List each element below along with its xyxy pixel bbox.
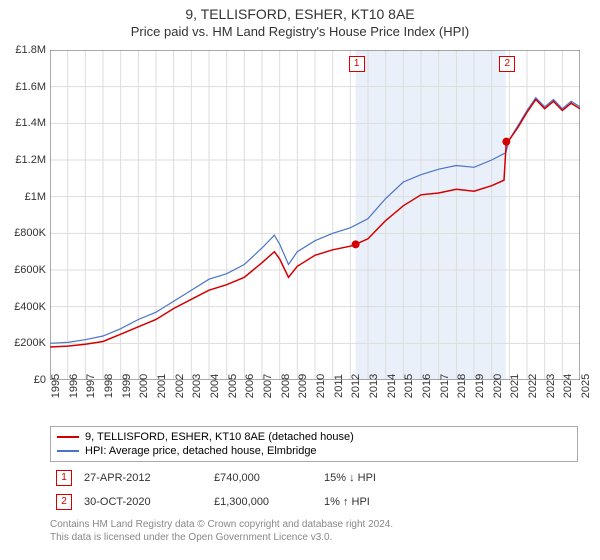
x-tick-label: 2010 [315,374,327,398]
x-tick-label: 2009 [297,374,309,398]
marker-price: £1,300,000 [214,496,324,508]
x-tick-label: 2005 [227,374,239,398]
chart-marker-badge: 2 [499,56,515,72]
x-tick-label: 2000 [138,374,150,398]
legend-item: HPI: Average price, detached house, Elmb… [57,444,571,458]
y-tick-label: £800K [14,227,46,239]
legend-label: HPI: Average price, detached house, Elmb… [85,445,317,457]
chart-container: 9, TELLISFORD, ESHER, KT10 8AE Price pai… [0,0,600,560]
x-tick-label: 2006 [244,374,256,398]
footer-line2: This data is licensed under the Open Gov… [50,531,578,544]
chart-marker-badge: 1 [349,56,365,72]
x-tick-label: 2014 [386,374,398,398]
x-tick-label: 1997 [85,374,97,398]
x-tick-label: 2022 [527,374,539,398]
y-tick-label: £600K [14,264,46,276]
y-tick-label: £1M [25,191,46,203]
x-tick-label: 2020 [492,374,504,398]
x-tick-label: 2013 [368,374,380,398]
x-tick-label: 2007 [262,374,274,398]
x-tick-label: 2025 [580,374,592,398]
x-tick-label: 2008 [280,374,292,398]
y-tick-label: £200K [14,337,46,349]
x-tick-label: 1995 [50,374,62,398]
x-tick-label: 2001 [156,374,168,398]
marker-row: 2 30-OCT-2020£1,300,0001% ↑ HPI [50,490,578,514]
y-tick-label: £1.6M [15,81,46,93]
x-tick-label: 2017 [439,374,451,398]
footer-line1: Contains HM Land Registry data © Crown c… [50,518,578,531]
x-tick-label: 2011 [333,374,345,398]
marker-badge: 2 [56,494,72,510]
y-tick-label: £1.4M [15,117,46,129]
y-tick-label: £400K [14,301,46,313]
legend-swatch [57,450,79,452]
chart-subtitle: Price paid vs. HM Land Registry's House … [0,22,600,39]
x-tick-label: 2023 [545,374,557,398]
y-tick-label: £0 [34,374,46,386]
marker-pct: 1% ↑ HPI [324,496,424,508]
marker-date: 27-APR-2012 [84,472,214,484]
x-tick-label: 2016 [421,374,433,398]
marker-price: £740,000 [214,472,324,484]
chart-area: £0£200K£400K£600K£800K£1M£1.2M£1.4M£1.6M… [50,50,580,380]
y-tick-label: £1.2M [15,154,46,166]
x-tick-label: 1996 [68,374,80,398]
x-tick-label: 2021 [509,374,521,398]
plot-svg [50,50,580,380]
y-tick-label: £1.8M [15,44,46,56]
x-tick-label: 2019 [474,374,486,398]
marker-table: 1 27-APR-2012£740,00015% ↓ HPI 2 30-OCT-202… [50,466,578,514]
x-axis-labels: 1995199619971998199920002001200220032004… [50,382,580,422]
footer: Contains HM Land Registry data © Crown c… [50,518,578,544]
marker-pct: 15% ↓ HPI [324,472,424,484]
x-tick-label: 2015 [403,374,415,398]
x-tick-label: 2002 [174,374,186,398]
x-tick-label: 2024 [562,374,574,398]
x-tick-label: 2003 [191,374,203,398]
legend-label: 9, TELLISFORD, ESHER, KT10 8AE (detached… [85,431,354,443]
x-tick-label: 2018 [456,374,468,398]
marker-row: 1 27-APR-2012£740,00015% ↓ HPI [50,466,578,490]
x-tick-label: 1999 [121,374,133,398]
legend: 9, TELLISFORD, ESHER, KT10 8AE (detached… [50,426,578,462]
x-tick-label: 2012 [350,374,362,398]
chart-title: 9, TELLISFORD, ESHER, KT10 8AE [0,0,600,22]
marker-date: 30-OCT-2020 [84,496,214,508]
marker-badge: 1 [56,470,72,486]
x-tick-label: 1998 [103,374,115,398]
x-tick-label: 2004 [209,374,221,398]
legend-swatch [57,436,79,438]
legend-item: 9, TELLISFORD, ESHER, KT10 8AE (detached… [57,430,571,444]
